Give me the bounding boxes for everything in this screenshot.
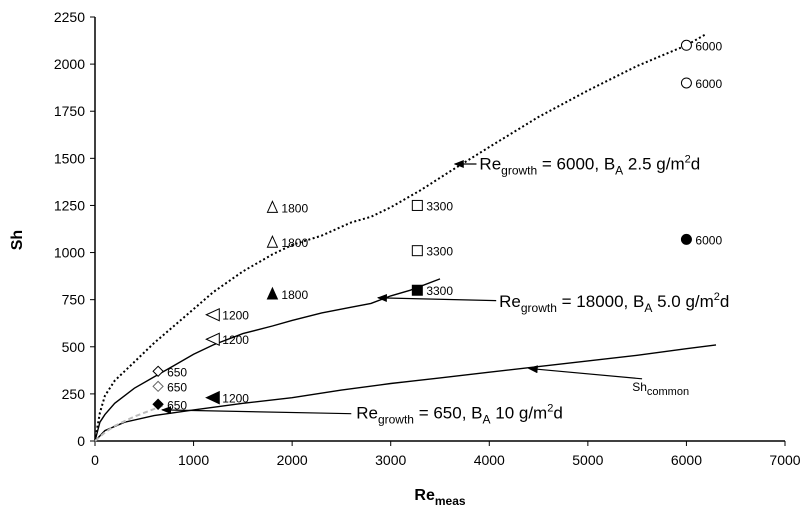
- annotation-a650-sub: growth: [378, 412, 414, 426]
- series-line-1: [94, 278, 441, 442]
- y-tick-label-6: 1500: [54, 150, 85, 166]
- x-tick-label-5: 5000: [572, 452, 603, 468]
- annotation-a18000-mid: = 18000, B: [557, 292, 644, 311]
- series-line-2: [94, 344, 717, 442]
- data-point-1: [680, 77, 692, 89]
- y-tick-label-0: 0: [77, 433, 85, 449]
- annotation-a6000-post: 2.5 g/m: [623, 155, 684, 174]
- annotation-a6000: Regrowth = 6000, BA 2.5 g/m2d: [479, 154, 700, 178]
- x-tick-label-6: 6000: [671, 452, 702, 468]
- data-point-2: [680, 233, 692, 245]
- data-point-label-7: 1800: [281, 236, 308, 250]
- annotation-a6000-re: Re: [479, 155, 501, 174]
- annotation-a18000-re: Re: [499, 292, 521, 311]
- y-axis-label: Sh: [9, 230, 26, 250]
- data-point-5: [411, 284, 423, 296]
- data-point-7: [266, 234, 279, 248]
- annotation-a650: Regrowth = 650, BA 10 g/m2d: [356, 402, 563, 426]
- y-tick-label-3: 750: [62, 292, 86, 308]
- data-point-12: [152, 365, 164, 377]
- annotation-a650-re: Re: [356, 403, 378, 422]
- annotation-a650-end: d: [553, 403, 562, 422]
- annotation-a18000-sub: growth: [521, 301, 557, 315]
- annotation-a650-mid: = 650, B: [414, 403, 483, 422]
- data-point-11: [205, 390, 220, 405]
- annotation-a6000-sub: growth: [501, 164, 537, 178]
- data-point-label-1: 6000: [695, 77, 722, 91]
- data-point-label-0: 6000: [695, 39, 722, 53]
- y-tick-label-2: 500: [62, 339, 86, 355]
- annotation-a18000-sup: 2: [714, 291, 720, 303]
- series-line-3: [94, 404, 165, 442]
- x-axis-label-sub: meas: [435, 494, 466, 508]
- annotation-arrow-1: [376, 293, 497, 302]
- data-point-label-8: 1800: [281, 288, 308, 302]
- annotation-a650-post: 10 g/m: [491, 403, 548, 422]
- x-tick-label-2: 2000: [277, 452, 308, 468]
- data-point-label-13: 650: [167, 380, 187, 394]
- data-point-13: [152, 380, 164, 393]
- annotation-a6000-sub2: A: [615, 164, 623, 178]
- annotation-a18000-sub2: A: [644, 301, 652, 315]
- y-tick-label-1: 250: [62, 386, 86, 402]
- data-point-label-3: 3300: [426, 199, 453, 213]
- data-point-label-4: 3300: [426, 245, 453, 259]
- annotation-a18000-post: 5.0 g/m: [652, 292, 713, 311]
- sh-common-label: Shcommon: [632, 380, 689, 398]
- x-axis-label-main: Re: [414, 487, 435, 504]
- x-tick-label-1: 1000: [178, 452, 209, 468]
- sh-common-main: Sh: [632, 380, 647, 394]
- annotation-a650-sub2: A: [483, 412, 491, 426]
- data-point-9: [205, 307, 220, 322]
- annotation-a6000-mid: = 6000, B: [537, 155, 615, 174]
- data-point-0: [680, 39, 692, 51]
- series-line-0: [94, 33, 707, 442]
- annotation-a18000-end: d: [720, 292, 729, 311]
- x-tick-label-0: 0: [91, 452, 99, 468]
- data-point-label-5: 3300: [426, 284, 453, 298]
- data-point-4: [411, 245, 423, 257]
- y-tick-label-9: 2250: [54, 9, 85, 25]
- data-point-label-9: 1200: [222, 309, 249, 323]
- annotation-a6000-end: d: [691, 155, 700, 174]
- y-tick-label-7: 1750: [54, 103, 85, 119]
- x-tick-label-4: 4000: [474, 452, 505, 468]
- data-point-6: [266, 200, 279, 213]
- data-point-label-6: 1800: [281, 201, 308, 215]
- y-tick-label-4: 1000: [54, 245, 85, 261]
- data-point-label-12: 650: [167, 365, 187, 379]
- x-tick-label-3: 3000: [375, 452, 406, 468]
- y-tick-label-5: 1250: [54, 197, 85, 213]
- x-axis-label: Remeas: [414, 487, 465, 508]
- data-point-10: [205, 332, 220, 347]
- data-point-8: [266, 286, 279, 300]
- data-point-label-11: 1200: [222, 392, 249, 406]
- y-tick-label-8: 2000: [54, 56, 85, 72]
- data-point-label-2: 6000: [695, 233, 722, 247]
- data-point-14: [152, 398, 164, 410]
- data-point-3: [411, 199, 423, 211]
- annotation-arrow-2: [161, 406, 352, 415]
- x-tick-label-7: 7000: [769, 452, 800, 468]
- sh-common-arrow: [527, 365, 643, 380]
- data-point-label-14: 650: [167, 398, 187, 412]
- annotation-a18000: Regrowth = 18000, BA 5.0 g/m2d: [499, 291, 729, 315]
- sh-common-sub: common: [647, 386, 689, 398]
- annotation-a6000-sup: 2: [685, 154, 691, 166]
- annotation-a650-sup: 2: [547, 402, 553, 414]
- data-point-label-10: 1200: [222, 333, 249, 347]
